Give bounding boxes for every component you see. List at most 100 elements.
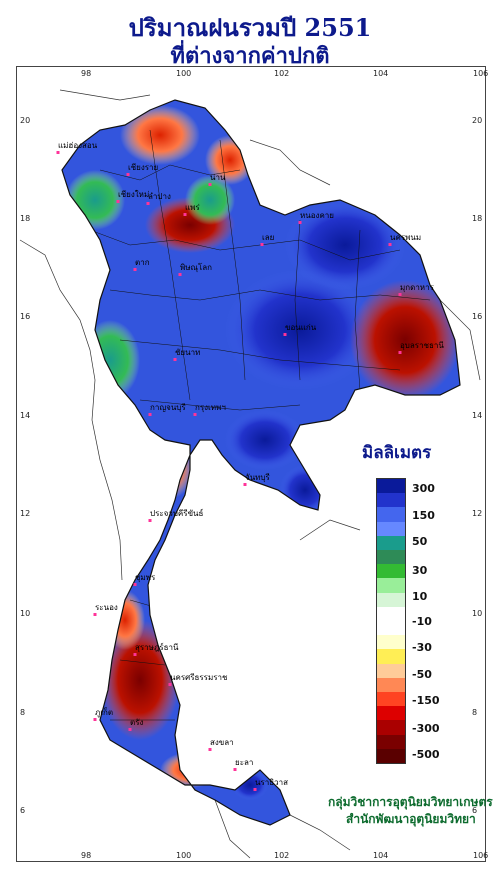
station-marker <box>93 718 97 721</box>
lat-tick-right: 12 <box>472 509 483 518</box>
legend-label: 30 <box>412 564 428 577</box>
legend-swatch <box>377 621 405 636</box>
legend-swatch <box>377 493 405 508</box>
station-marker <box>388 243 392 246</box>
station-marker <box>93 613 97 616</box>
station-marker <box>146 202 150 205</box>
province-label: นครพนม <box>390 233 421 242</box>
neighbour-borders <box>19 89 481 859</box>
legend-swatch <box>377 592 405 608</box>
legend-swatch <box>377 649 405 665</box>
lat-tick-right: 14 <box>472 411 483 420</box>
province-label: ตรัง <box>130 718 143 727</box>
station-marker <box>183 213 187 216</box>
station-marker <box>260 243 264 246</box>
station-marker <box>208 748 212 751</box>
legend-label: 10 <box>412 590 428 603</box>
lat-tick-left: 8 <box>20 708 26 717</box>
legend-swatch <box>377 692 405 707</box>
province-label: ลำปาง <box>148 192 171 201</box>
lat-tick-right: 6 <box>472 806 478 815</box>
legend-label: -30 <box>412 641 432 654</box>
legend-swatch <box>377 479 405 494</box>
station-marker <box>148 519 152 522</box>
station-marker <box>253 788 257 791</box>
credit-line1: กลุ่มวิชาการอุตุนิยมวิทยาเกษตร <box>328 795 493 809</box>
province-label: เชียงใหม่ <box>118 190 149 199</box>
station-marker <box>128 728 132 731</box>
legend-swatch <box>377 635 405 650</box>
legend-swatch <box>377 663 405 679</box>
province-label: มุกดาหาร <box>400 283 435 292</box>
legend-swatch <box>377 507 405 523</box>
province-label: พิษณุโลก <box>180 262 212 272</box>
lon-tick-bottom: 104 <box>373 851 389 860</box>
lon-tick-top: 102 <box>274 69 290 78</box>
lat-tick-left: 20 <box>20 116 31 125</box>
legend-label: -150 <box>412 694 440 707</box>
lat-tick-left: 6 <box>20 806 26 815</box>
legend-swatch <box>377 564 405 579</box>
province-label: น่าน <box>210 173 226 182</box>
station-marker <box>133 268 137 271</box>
lon-tick-top: 98 <box>81 69 92 78</box>
lat-tick-right: 20 <box>472 116 483 125</box>
province-label: จันทบุรี <box>245 473 271 482</box>
province-label: แม่ฮ่องสอน <box>58 141 98 150</box>
lat-tick-right: 18 <box>472 214 483 223</box>
lat-tick-right: 8 <box>472 708 478 717</box>
station-marker <box>398 293 402 296</box>
legend-swatch <box>377 720 405 736</box>
province-label: ยะลา <box>235 758 253 767</box>
station-marker <box>233 768 237 771</box>
lon-tick-bottom: 100 <box>176 851 192 860</box>
map-title-line2: ที่ต่างจากค่าปกติ <box>170 43 330 69</box>
legend-label: -300 <box>412 722 440 735</box>
province-label: นครศรีธรรมราช <box>170 673 228 682</box>
lat-tick-left: 10 <box>20 609 31 618</box>
province-label: ประจวบคีรีขันธ์ <box>150 508 204 518</box>
legend-swatch <box>377 521 405 537</box>
province-label: สงขลา <box>210 738 234 747</box>
lon-tick-top: 104 <box>373 69 389 78</box>
province-label: แพร่ <box>185 203 200 212</box>
station-marker <box>133 653 137 656</box>
legend-label: 50 <box>412 535 428 548</box>
province-label: ชุมพร <box>135 573 156 582</box>
legend-swatch <box>377 535 405 551</box>
station-marker <box>148 413 152 416</box>
legend-swatch <box>377 748 405 764</box>
province-label: ชัยนาท <box>175 348 200 357</box>
legend-swatch <box>377 606 405 622</box>
legend-label: 150 <box>412 509 435 522</box>
legend-label: -10 <box>412 615 432 628</box>
lon-tick-bottom: 106 <box>473 851 489 860</box>
legend-swatch <box>377 734 405 750</box>
lat-tick-left: 14 <box>20 411 31 420</box>
credit-line2: สำนักพัฒนาอุตุนิยมวิทยา <box>346 812 476 826</box>
province-label: ตาก <box>135 258 150 267</box>
station-marker <box>283 333 287 336</box>
station-marker <box>133 583 137 586</box>
legend-colorbar <box>376 478 406 764</box>
province-label: กาญจนบุรี <box>150 403 186 412</box>
province-label: ภูเก็ต <box>95 707 113 718</box>
station-marker <box>243 483 247 486</box>
lat-tick-left: 16 <box>20 312 31 321</box>
province-label: ระนอง <box>95 603 118 612</box>
station-marker <box>56 151 60 154</box>
lat-tick-right: 10 <box>472 609 483 618</box>
legend-title: มิลลิเมตร <box>362 443 432 463</box>
legend-swatch <box>377 706 405 721</box>
station-marker <box>168 683 172 686</box>
station-marker <box>208 183 212 186</box>
station-marker <box>173 358 177 361</box>
legend-label: 300 <box>412 482 435 495</box>
legend-swatch <box>377 677 405 693</box>
province-label: กรุงเทพฯ <box>195 403 226 412</box>
province-label: เชียงราย <box>128 163 158 172</box>
legend-label: -50 <box>412 668 432 681</box>
lat-tick-right: 16 <box>472 312 483 321</box>
lat-tick-left: 18 <box>20 214 31 223</box>
